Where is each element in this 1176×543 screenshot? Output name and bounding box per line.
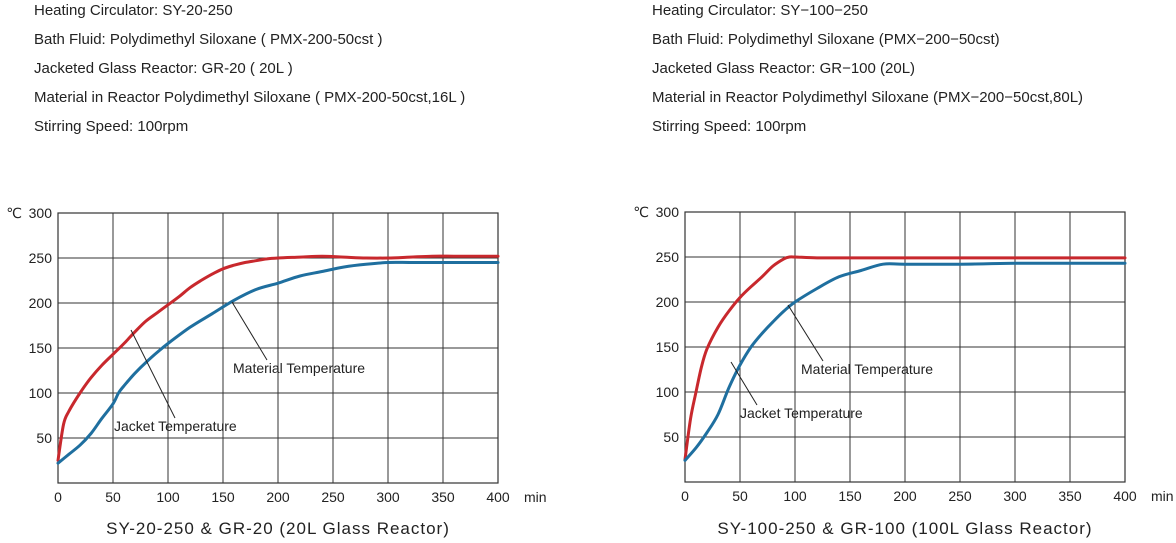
spec-line: Material in Reactor Polydimethyl Siloxan…	[652, 89, 1084, 106]
x-unit-label: min	[1151, 488, 1174, 504]
x-tick-label: 50	[105, 489, 121, 505]
x-tick-label: 350	[1058, 488, 1082, 504]
spec-line: Jacketed Glass Reactor: GR-20 ( 20L )	[34, 60, 293, 77]
annotation-leader-line	[231, 301, 268, 361]
y-tick-label: 300	[29, 205, 53, 221]
x-tick-label: 150	[838, 488, 862, 504]
y-tick-label: 250	[656, 249, 680, 265]
annotation-leader-line	[130, 329, 176, 419]
annotation-label: Jacket Temperature	[114, 418, 237, 434]
specs-left: Heating Circulator: SY-20-250 Bath Fluid…	[34, 0, 465, 141]
y-tick-label: 150	[656, 339, 680, 355]
plot-frame	[57, 212, 499, 484]
x-tick-label: 200	[893, 488, 917, 504]
y-tick-label: 250	[29, 250, 53, 266]
x-tick-label: 350	[431, 489, 455, 505]
spec-line: Stirring Speed: 100rpm	[652, 118, 807, 135]
spec-line: Heating Circulator: SY-20-250	[34, 2, 233, 19]
x-tick-label: 50	[732, 488, 748, 504]
x-unit-label: min	[524, 489, 547, 505]
spec-line: Heating Circulator: SY−100−250	[652, 2, 868, 19]
annotation-label: Jacket Temperature	[740, 405, 863, 421]
annotation-label: Material Temperature	[801, 361, 933, 377]
x-tick-label: 400	[1113, 488, 1137, 504]
plot-frame	[684, 211, 1126, 483]
annotation-leader-line	[787, 304, 824, 362]
y-tick-label: 50	[36, 430, 52, 446]
jacket-temperature-line	[683, 255, 1127, 461]
x-tick-label: 200	[266, 489, 290, 505]
spec-line: Stirring Speed: 100rpm	[34, 118, 189, 135]
y-tick-label: 100	[656, 384, 680, 400]
y-tick-label: 200	[29, 295, 53, 311]
y-tick-label: 200	[656, 294, 680, 310]
y-tick-label: 300	[656, 204, 680, 220]
x-tick-label: 400	[486, 489, 510, 505]
spec-line: Bath Fluid: Polydimethyl Siloxane (PMX−2…	[652, 31, 1000, 48]
y-unit-label: ℃	[6, 205, 22, 221]
annotation-leader-line	[730, 361, 758, 406]
x-tick-label: 300	[376, 489, 400, 505]
chart-title: SY-100-250 & GR-100 (100L Glass Reactor)	[717, 519, 1092, 538]
spec-line: Material in Reactor Polydimethyl Siloxan…	[34, 89, 466, 106]
x-tick-label: 0	[54, 489, 62, 505]
spec-line: Jacketed Glass Reactor: GR−100 (20L)	[652, 60, 916, 77]
annotation-label: Material Temperature	[233, 360, 365, 376]
x-tick-label: 100	[783, 488, 807, 504]
y-unit-label: ℃	[633, 204, 649, 220]
chart-title: SY-20-250 & GR-20 (20L Glass Reactor)	[106, 519, 450, 538]
x-tick-label: 250	[948, 488, 972, 504]
y-tick-label: 100	[29, 385, 53, 401]
spec-line: Bath Fluid: Polydimethyl Siloxane ( PMX-…	[34, 31, 383, 48]
x-tick-label: 250	[321, 489, 345, 505]
jacket-temperature-line	[56, 254, 500, 462]
x-tick-label: 100	[156, 489, 180, 505]
x-tick-label: 0	[681, 488, 689, 504]
x-tick-label: 150	[211, 489, 235, 505]
specs-right: Heating Circulator: SY−100−250 Bath Flui…	[652, 0, 1083, 141]
material-temperature-line	[56, 260, 500, 465]
y-tick-label: 50	[663, 429, 679, 445]
y-tick-label: 150	[29, 340, 53, 356]
x-tick-label: 300	[1003, 488, 1027, 504]
